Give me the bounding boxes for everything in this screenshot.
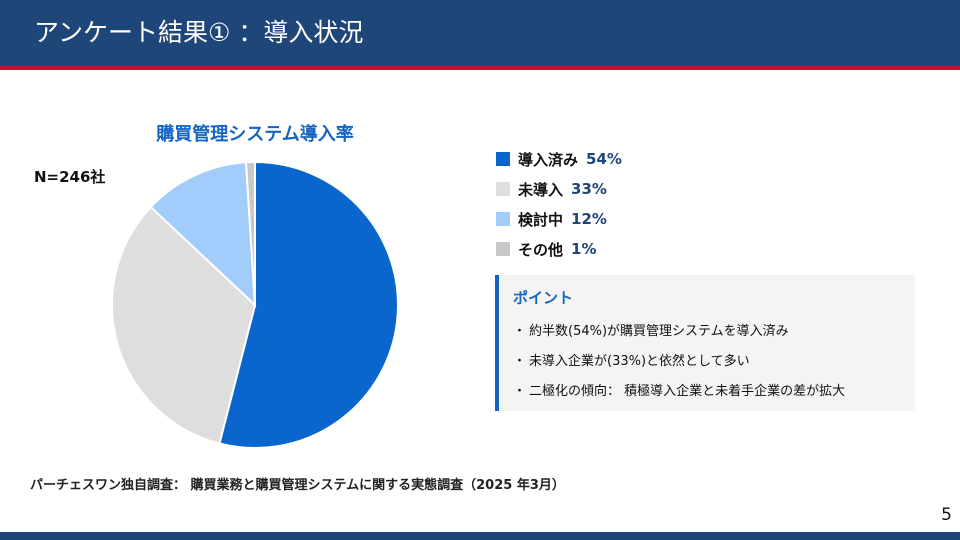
legend-label: 導入済み — [518, 150, 579, 169]
legend-item: その他 1% — [496, 234, 796, 264]
key-point-text: 二極化の傾向： 積極導入企業と未着手企業の差が拡大 — [529, 384, 846, 399]
pie-chart — [111, 160, 399, 449]
legend-value: 54% — [586, 150, 622, 168]
legend-label: 検討中 — [518, 210, 564, 229]
legend-value: 12% — [571, 210, 607, 228]
chart-legend: 導入済み 54% 未導入 33% 検討中 12% その他 1% — [496, 144, 796, 264]
legend-item: 未導入 33% — [496, 174, 796, 204]
key-point-text: 約半数(54%)が購買管理システムを導入済み — [529, 324, 789, 339]
legend-item: 導入済み 54% — [496, 144, 796, 174]
legend-swatch — [496, 212, 510, 226]
key-point-item: ・約半数(54%)が購買管理システムを導入済み — [513, 317, 845, 347]
bullet-mark: ・ — [513, 384, 527, 399]
legend-swatch — [496, 182, 510, 196]
key-point-item: ・未導入企業が(33%)と依然として多い — [513, 347, 845, 377]
bullet-mark: ・ — [513, 354, 527, 369]
footer-bar — [0, 532, 960, 540]
key-point-text: 未導入企業が(33%)と依然として多い — [529, 354, 750, 369]
bullet-mark: ・ — [513, 324, 527, 339]
key-points-list: ・約半数(54%)が購買管理システムを導入済み ・未導入企業が(33%)と依然と… — [513, 317, 845, 407]
pie-slice-4 — [244, 160, 256, 306]
key-points-box: ポイント ・約半数(54%)が購買管理システムを導入済み ・未導入企業が(33%… — [495, 275, 915, 411]
key-points-title: ポイント — [513, 289, 574, 307]
legend-swatch — [496, 152, 510, 166]
legend-label: その他 — [518, 240, 564, 259]
legend-value: 1% — [571, 240, 597, 258]
page-title: アンケート結果① ：導入状況 — [34, 18, 364, 47]
legend-label: 未導入 — [518, 180, 564, 199]
header-bar: アンケート結果① ：導入状況 — [0, 0, 960, 66]
legend-swatch — [496, 242, 510, 256]
chart-title: 購買管理システム導入率 — [156, 124, 354, 145]
pie-slice-1 — [218, 160, 399, 449]
source-footnote: パーチェスワン独自調査： 購買業務と購買管理システムに関する実態調査（2025 … — [30, 478, 565, 493]
pie-slice-2 — [111, 205, 257, 445]
legend-item: 検討中 12% — [496, 204, 796, 234]
header-accent-stripe — [0, 66, 960, 70]
sample-size-label: N=246社 — [34, 168, 106, 186]
page-number: 5 — [941, 505, 952, 525]
key-point-item: ・二極化の傾向： 積極導入企業と未着手企業の差が拡大 — [513, 377, 845, 407]
pie-slice-3 — [149, 161, 257, 308]
legend-value: 33% — [571, 180, 607, 198]
